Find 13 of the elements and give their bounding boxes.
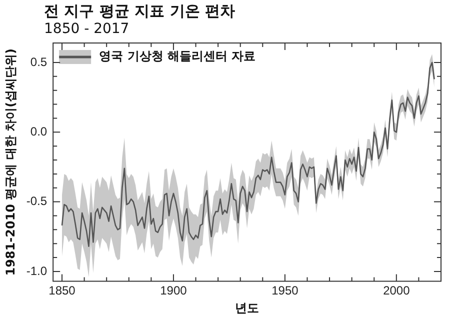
y-tick-label: 0.0 <box>30 124 48 138</box>
x-axis-title: 년도 <box>235 300 260 315</box>
y-tick-label: -1.0 <box>26 264 48 278</box>
x-tick-label: 1850 <box>48 284 76 298</box>
chart-title: 전 지구 평균 지표 기온 편차 <box>44 2 236 21</box>
y-tick-label: 0.5 <box>30 54 48 69</box>
x-tick-label: 1950 <box>272 284 299 298</box>
y-axis-title: 1981-2010 평균에 대한 차이(섭씨단위) <box>3 48 18 276</box>
x-tick-label: 1900 <box>160 284 188 298</box>
chart-subtitle: 1850 - 2017 <box>44 21 130 37</box>
y-tick-label: -0.5 <box>26 194 48 208</box>
x-tick-label: 2000 <box>383 284 410 298</box>
legend-label: 영국 기상청 해들리센터 자료 <box>99 49 256 64</box>
